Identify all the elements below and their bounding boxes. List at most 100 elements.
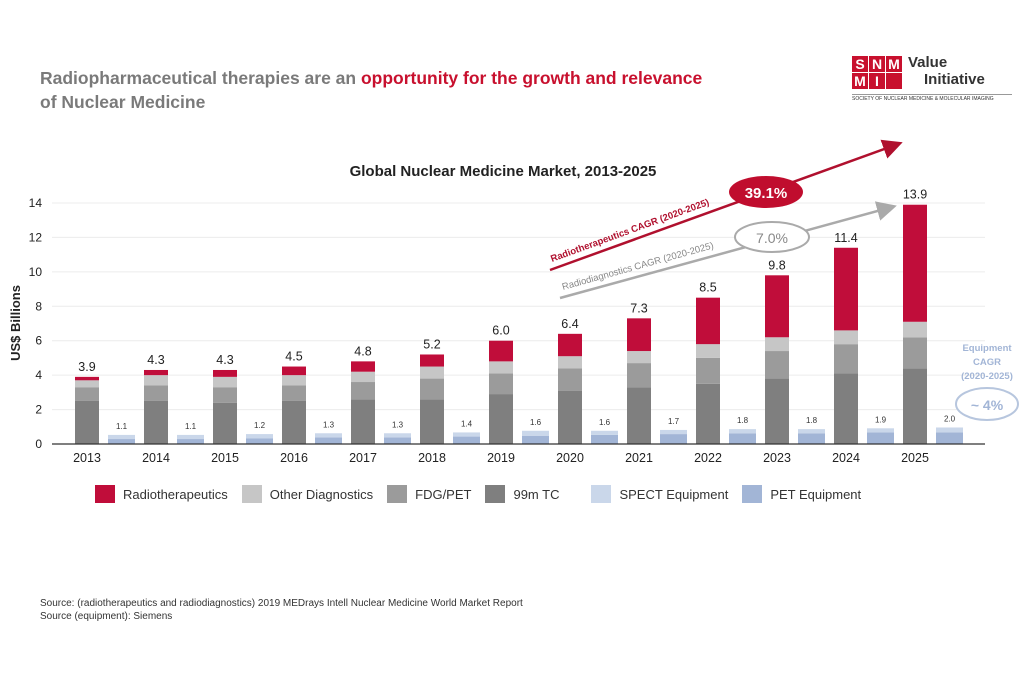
- logo-letter: I: [869, 73, 885, 89]
- bar-segment-fdg-pet: [351, 382, 375, 400]
- bar-segment-fdg-pet: [903, 337, 927, 369]
- bar-segment-radiotherapeutics: [144, 369, 168, 376]
- legend-label: Other Diagnostics: [269, 486, 374, 502]
- equipment-total-label: 1.8: [737, 416, 749, 425]
- logo-letter: S: [852, 56, 868, 72]
- equipment-total-label: 1.1: [185, 422, 197, 431]
- radiotherapeutics-cagr-badge: [729, 176, 803, 208]
- equipment-total-label: 1.3: [392, 420, 404, 429]
- bar-segment-fdg-pet: [144, 385, 168, 401]
- x-tick-label: 2024: [832, 451, 860, 465]
- bar-total-label: 7.3: [630, 301, 647, 315]
- equipment-total-label: 1.7: [668, 417, 680, 426]
- bar-total-label: 4.3: [147, 353, 164, 367]
- x-tick-label: 2014: [142, 451, 170, 465]
- legend-item: Other Diagnostics: [241, 485, 374, 503]
- bar-segment-radiotherapeutics: [351, 361, 375, 372]
- logo-initiative: Initiative: [924, 71, 985, 88]
- equipment-segment-spect-equipment: [729, 429, 756, 434]
- bar-total-label: 6.0: [492, 324, 509, 338]
- x-tick-label: 2017: [349, 451, 377, 465]
- bar-segment-radiotherapeutics: [903, 204, 927, 322]
- bar-total-label: 4.3: [216, 353, 233, 367]
- headline-text-line2: of Nuclear Medicine: [40, 92, 206, 112]
- bar-segment-99m-tc: [282, 400, 306, 444]
- equipment-total-label: 1.2: [254, 421, 266, 430]
- bar-segment-99m-tc: [75, 400, 99, 444]
- bar-segment-radiotherapeutics: [765, 275, 789, 338]
- equipment-segment-pet-equipment: [798, 433, 825, 444]
- bar-segment-other-diagnostics: [420, 366, 444, 379]
- y-axis-label: US$ Billions: [8, 285, 23, 361]
- bar-total-label: 11.4: [834, 231, 857, 245]
- x-tick-label: 2019: [487, 451, 515, 465]
- bar-segment-radiotherapeutics: [834, 247, 858, 331]
- y-tick-label: 6: [35, 334, 42, 348]
- chart-title: Global Nuclear Medicine Market, 2013-202…: [350, 163, 657, 180]
- bar-segment-other-diagnostics: [489, 361, 513, 374]
- bar-segment-fdg-pet: [420, 378, 444, 400]
- equipment-segment-spect-equipment: [936, 427, 963, 433]
- bar-total-label: 6.4: [561, 317, 578, 331]
- legend-item: SPECT Equipment: [591, 485, 728, 503]
- bar-segment-radiotherapeutics: [627, 318, 651, 352]
- bar-segment-fdg-pet: [282, 385, 306, 401]
- y-tick-label: 0: [35, 437, 42, 451]
- legend-item: FDG/PET: [387, 485, 471, 503]
- bar-total-label: 4.8: [354, 344, 371, 358]
- bar-total-label: 8.5: [699, 281, 716, 295]
- equipment-total-label: 1.1: [116, 422, 128, 431]
- radiotherapeutics-cagr-arrow: [549, 139, 903, 272]
- legend-label: PET Equipment: [770, 486, 862, 502]
- bar-segment-fdg-pet: [627, 363, 651, 388]
- y-tick-label: 12: [29, 230, 43, 244]
- y-tick-label: 4: [35, 368, 42, 382]
- radiotherapeutics-cagr-value: 39.1%: [745, 185, 788, 202]
- equipment-cagr-label: CAGR: [973, 357, 1001, 368]
- bar-segment-fdg-pet: [558, 368, 582, 391]
- equipment-segment-spect-equipment: [522, 430, 549, 436]
- x-tick-label: 2021: [625, 451, 653, 465]
- legend-swatch: [591, 485, 612, 503]
- equipment-cagr-label: (2020-2025): [961, 371, 1013, 382]
- equipment-segment-pet-equipment: [660, 434, 687, 444]
- equipment-segment-spect-equipment: [315, 433, 342, 438]
- source-note: Source (equipment): Siemens: [40, 611, 173, 622]
- slide-headline: Radiopharmaceutical therapies are an opp…: [40, 66, 800, 114]
- bar-segment-radiotherapeutics: [420, 354, 444, 367]
- equipment-total-label: 1.6: [599, 418, 611, 427]
- x-tick-label: 2015: [211, 451, 239, 465]
- equipment-cagr-label: Equipment: [962, 343, 1012, 354]
- bar-segment-fdg-pet: [75, 387, 99, 401]
- equipment-segment-pet-equipment: [591, 434, 618, 444]
- equipment-segment-spect-equipment: [177, 434, 204, 440]
- equipment-segment-spect-equipment: [108, 434, 135, 440]
- bar-segment-other-diagnostics: [765, 337, 789, 352]
- equipment-segment-spect-equipment: [591, 430, 618, 435]
- logo-value: Value: [908, 54, 948, 71]
- bar-total-label: 4.5: [285, 350, 302, 364]
- legend-label: 99m TC: [513, 486, 560, 502]
- radiodiagnostics-cagr-badge: [734, 221, 810, 253]
- bar-segment-99m-tc: [627, 387, 651, 444]
- bar-segment-fdg-pet: [765, 351, 789, 379]
- equipment-segment-pet-equipment: [936, 432, 963, 444]
- bar-segment-99m-tc: [696, 383, 720, 444]
- x-tick-label: 2018: [418, 451, 446, 465]
- bar-total-label: 5.2: [423, 337, 440, 351]
- bar-segment-99m-tc: [351, 399, 375, 444]
- bar-segment-other-diagnostics: [75, 380, 99, 388]
- x-tick-label: 2025: [901, 451, 929, 465]
- equipment-segment-pet-equipment: [453, 436, 480, 444]
- legend-label: Radiotherapeutics: [123, 486, 228, 502]
- equipment-segment-spect-equipment: [384, 433, 411, 438]
- equipment-cagr-badge: [955, 387, 1019, 421]
- bar-segment-radiotherapeutics: [75, 376, 99, 381]
- equipment-segment-spect-equipment: [246, 434, 273, 439]
- chart-legend: Radiotherapeutics Other Diagnostics FDG/PE…: [95, 485, 875, 503]
- legend-swatch: [485, 485, 506, 503]
- y-tick-label: 8: [35, 299, 42, 313]
- equipment-total-label: 1.4: [461, 419, 473, 428]
- bar-segment-other-diagnostics: [903, 321, 927, 338]
- x-tick-label: 2013: [73, 451, 101, 465]
